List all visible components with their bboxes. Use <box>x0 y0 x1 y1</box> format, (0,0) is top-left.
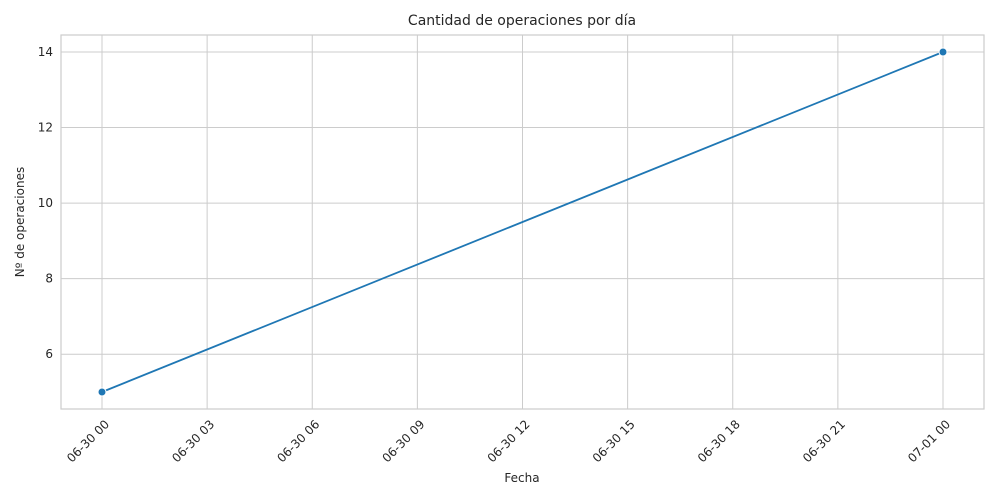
x-tick-label: 06-30 18 <box>695 417 743 465</box>
x-tick-label: 06-30 09 <box>379 417 427 465</box>
series <box>97 47 948 397</box>
grid <box>61 35 984 409</box>
x-tick-label: 06-30 12 <box>485 417 533 465</box>
y-tick-label: 10 <box>38 196 53 210</box>
data-point <box>97 387 107 397</box>
y-tick-labels: 6 8 10 12 14 <box>38 45 53 361</box>
data-point <box>938 47 948 57</box>
plot-frame <box>60 34 985 410</box>
y-axis-label: Nº de operaciones <box>13 167 27 277</box>
x-tick-label: 06-30 15 <box>590 417 638 465</box>
y-tick-label: 6 <box>45 347 53 361</box>
chart-title: Cantidad de operaciones por día <box>408 13 636 29</box>
series-line <box>101 51 944 393</box>
x-axis-label: Fecha <box>504 471 539 485</box>
x-tick-label: 06-30 21 <box>800 417 848 465</box>
y-tick-label: 8 <box>45 272 53 286</box>
y-tick-label: 14 <box>38 45 53 59</box>
x-tick-label: 07-01 00 <box>905 417 953 465</box>
y-tick-label: 12 <box>38 121 53 135</box>
x-tick-label: 06-30 03 <box>169 417 217 465</box>
x-tick-labels: 06-30 00 06-30 03 06-30 06 06-30 09 06-30 12… <box>64 417 953 465</box>
x-tick-label: 06-30 00 <box>64 417 112 465</box>
x-tick-label: 06-30 06 <box>274 417 322 465</box>
